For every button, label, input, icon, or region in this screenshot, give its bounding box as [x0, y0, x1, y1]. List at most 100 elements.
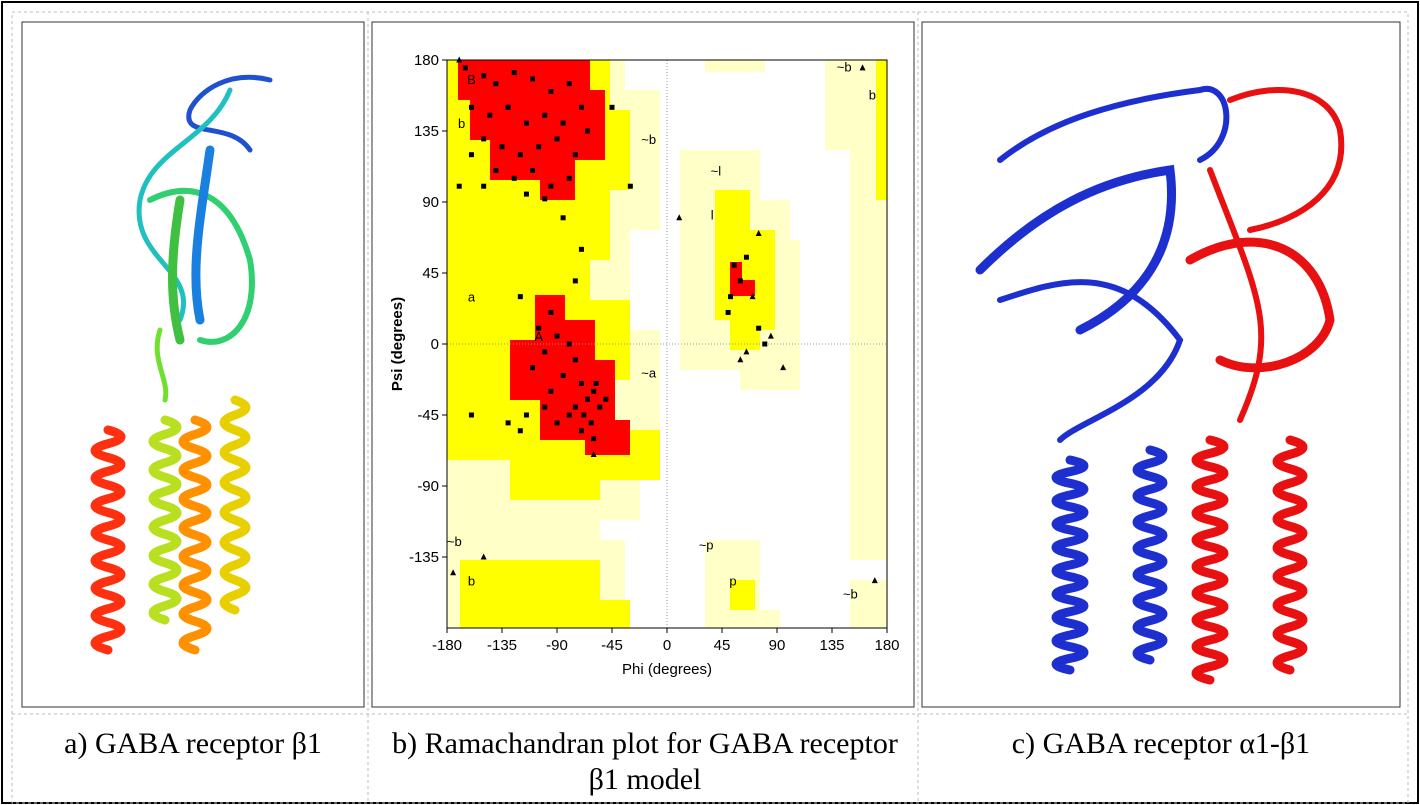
region-label: ~b — [843, 586, 858, 601]
residue-point — [738, 278, 743, 283]
residue-point — [542, 349, 547, 354]
region-label: l — [711, 208, 714, 223]
residue-point — [573, 152, 578, 157]
residue-point — [579, 247, 584, 252]
residue-point — [585, 397, 590, 402]
residue-point — [762, 342, 767, 347]
residue-point — [524, 192, 529, 197]
y-axis-label: Psi (degrees) — [389, 297, 406, 391]
residue-point — [493, 81, 498, 86]
residue-point — [561, 215, 566, 220]
residue-point — [506, 420, 511, 425]
residue-point — [628, 184, 633, 189]
residue-point — [512, 176, 517, 181]
residue-point — [555, 420, 560, 425]
region-label: b — [468, 574, 475, 589]
residue-point — [493, 168, 498, 173]
residue-point — [548, 89, 553, 94]
residue-point — [487, 113, 492, 118]
residue-point — [530, 168, 535, 173]
residue-point — [481, 73, 486, 78]
x-tick-label: 0 — [663, 637, 671, 654]
y-tick-label: 90 — [422, 194, 439, 211]
x-tick-label: 180 — [874, 637, 899, 654]
residue-point — [579, 105, 584, 110]
residue-point — [548, 184, 553, 189]
residue-point — [518, 294, 523, 299]
y-tick-label: 180 — [414, 52, 439, 69]
residue-point — [567, 413, 572, 418]
region-label: ~b — [447, 534, 462, 549]
y-tick-label: 0 — [431, 336, 439, 353]
region-label: ~l — [711, 163, 722, 178]
residue-point — [728, 294, 733, 299]
region-label: p — [729, 574, 736, 589]
residue-point — [579, 381, 584, 386]
residue-point — [542, 405, 547, 410]
residue-point — [567, 342, 572, 347]
residue-point — [555, 136, 560, 141]
caption-c: c) GABA receptor α1-β1 — [922, 726, 1400, 762]
x-tick-label: 135 — [819, 637, 844, 654]
region-label: ~a — [641, 365, 657, 380]
residue-point — [512, 70, 517, 75]
x-tick-label: -90 — [546, 637, 568, 654]
residue-point — [573, 278, 578, 283]
residue-point — [518, 152, 523, 157]
residue-point — [536, 144, 541, 149]
residue-point — [561, 121, 566, 126]
residue-point — [542, 113, 547, 118]
region-label: ~b — [641, 132, 656, 147]
x-tick-label: 45 — [714, 637, 731, 654]
residue-point — [542, 196, 547, 201]
region-label: b — [458, 116, 465, 131]
figure: -180 -135 -90 -45 0 45 90 135 180 180 135 90 45 0 -45 -… — [0, 0, 1420, 805]
residue-point — [457, 184, 462, 189]
region-label: a — [468, 290, 476, 305]
residue-point — [589, 420, 594, 425]
panel-c-frame — [922, 22, 1400, 707]
residue-point — [591, 389, 596, 394]
residue-point — [481, 184, 486, 189]
x-tick-label: 90 — [769, 637, 786, 654]
residue-point — [555, 334, 560, 339]
residue-point — [530, 365, 535, 370]
residue-point — [726, 310, 731, 315]
residue-point — [561, 373, 566, 378]
residue-point — [603, 397, 608, 402]
residue-point — [573, 357, 578, 362]
residue-point — [567, 81, 572, 86]
y-tick-label: -45 — [417, 407, 439, 424]
residue-point — [524, 413, 529, 418]
y-tick-label: -90 — [417, 478, 439, 495]
region-label: b — [869, 88, 876, 103]
residue-point — [581, 413, 586, 418]
y-tick-label: 135 — [414, 123, 439, 140]
region-label: ~p — [699, 537, 714, 552]
residue-point — [481, 136, 486, 141]
residue-point — [579, 428, 584, 433]
x-tick-label: -45 — [601, 637, 623, 654]
residue-point — [573, 405, 578, 410]
residue-point — [597, 405, 602, 410]
helix — [153, 420, 177, 620]
x-axis-label: Phi (degrees) — [622, 661, 712, 678]
residue-point — [594, 381, 599, 386]
residue-point — [567, 176, 572, 181]
residue-point — [548, 389, 553, 394]
residue-point — [469, 152, 474, 157]
residue-point — [548, 310, 553, 315]
residue-point — [536, 326, 541, 331]
residue-point — [524, 121, 529, 126]
x-tick-label: -180 — [432, 637, 462, 654]
residue-point — [463, 65, 468, 70]
residue-point — [610, 105, 615, 110]
region-label: B — [467, 72, 476, 87]
residue-point — [756, 326, 761, 331]
y-tick-label: -135 — [409, 549, 439, 566]
residue-point — [469, 413, 474, 418]
y-tick-label: 45 — [422, 265, 439, 282]
page: -180 -135 -90 -45 0 45 90 135 180 180 135 90 45 0 -45 -… — [0, 0, 1420, 805]
residue-point — [530, 76, 535, 81]
region-label: A — [534, 329, 543, 344]
